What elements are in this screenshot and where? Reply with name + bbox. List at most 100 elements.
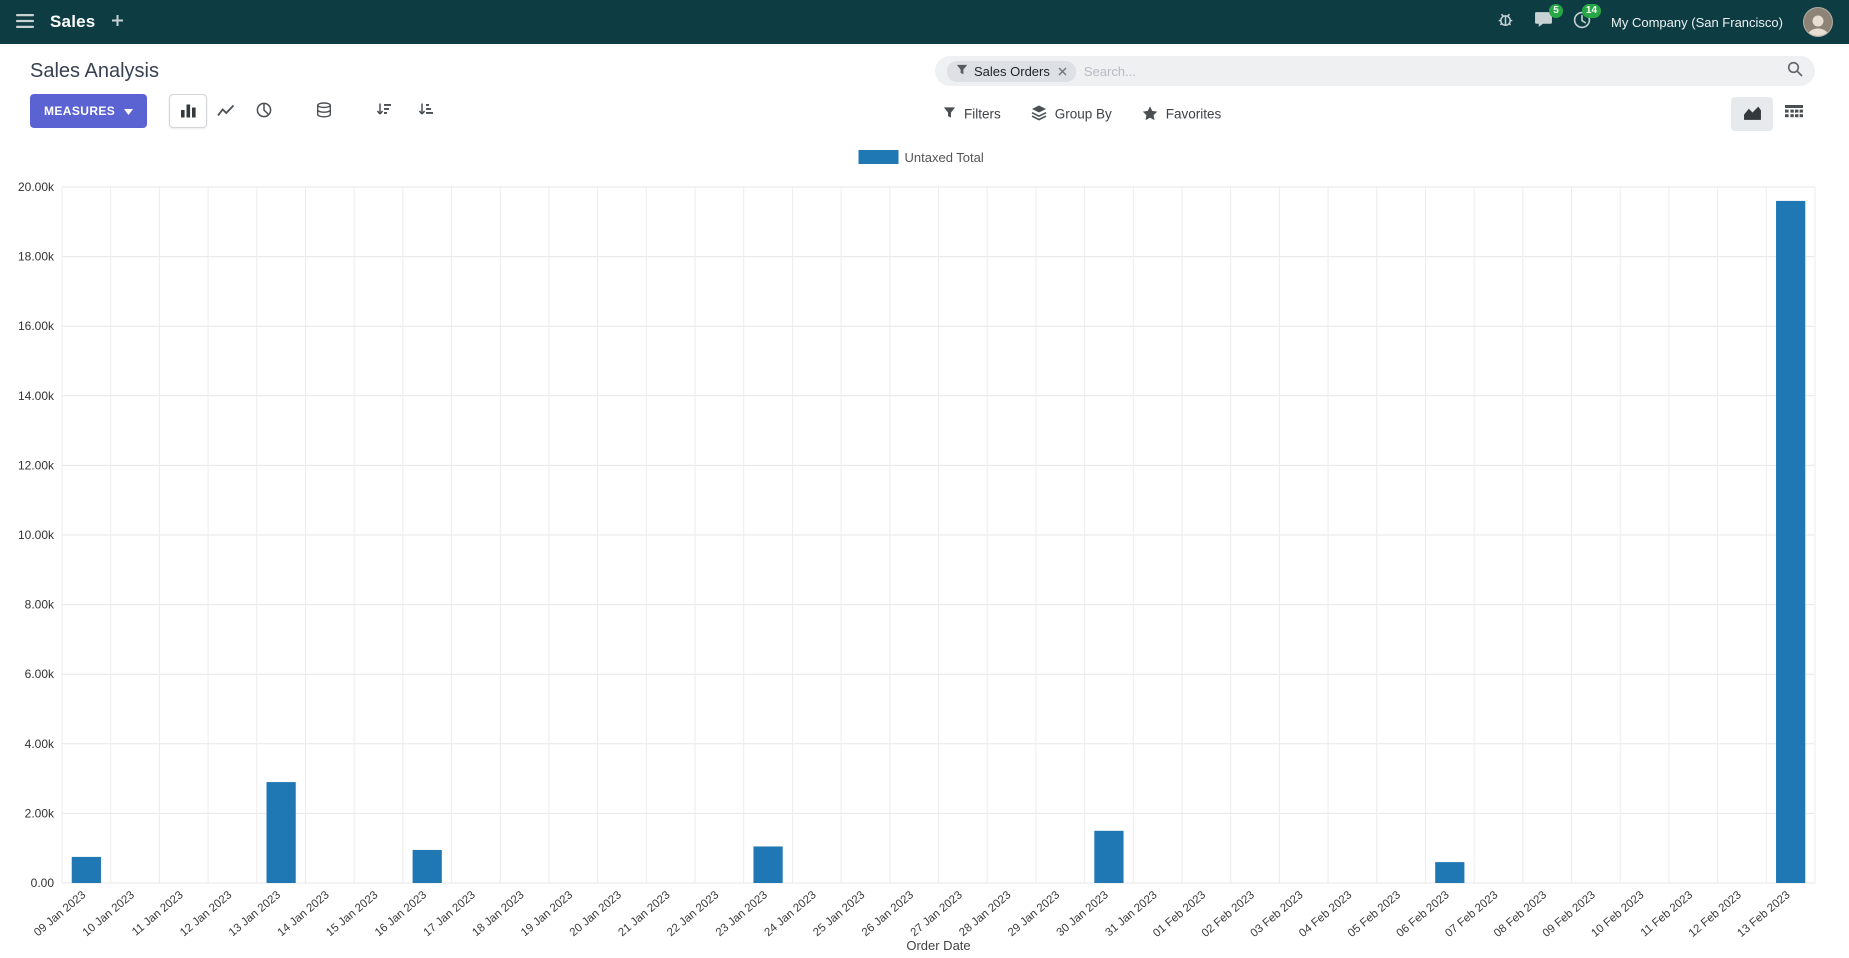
bar-chart-button[interactable]: [169, 94, 208, 128]
filters-funnel-icon: [943, 106, 956, 122]
svg-text:09 Feb 2023: 09 Feb 2023: [1541, 889, 1598, 940]
sort-amount-desc-icon: [376, 102, 392, 121]
svg-text:11 Jan 2023: 11 Jan 2023: [130, 889, 186, 938]
svg-text:12 Feb 2023: 12 Feb 2023: [1687, 889, 1744, 940]
svg-text:06 Feb 2023: 06 Feb 2023: [1395, 889, 1452, 940]
sort-amount-asc-icon: [418, 102, 434, 121]
control-panel-top: Sales Analysis Sales Orders: [0, 44, 1849, 90]
svg-text:14.00k: 14.00k: [18, 389, 55, 403]
svg-text:20 Jan 2023: 20 Jan 2023: [568, 889, 624, 939]
svg-text:02 Feb 2023: 02 Feb 2023: [1200, 889, 1257, 940]
svg-text:16.00k: 16.00k: [18, 319, 55, 333]
svg-text:19 Jan 2023: 19 Jan 2023: [519, 889, 575, 939]
funnel-icon: [956, 64, 968, 79]
database-stack-icon: [316, 101, 332, 121]
favorites-button[interactable]: Favorites: [1142, 105, 1222, 123]
svg-text:6.00k: 6.00k: [25, 667, 55, 681]
svg-text:13 Feb 2023: 13 Feb 2023: [1735, 889, 1792, 940]
group-by-button[interactable]: Group By: [1031, 105, 1112, 124]
graph-view-button[interactable]: [1731, 97, 1773, 131]
svg-text:07 Feb 2023: 07 Feb 2023: [1443, 889, 1500, 940]
layers-icon: [1031, 105, 1047, 124]
svg-text:15 Jan 2023: 15 Jan 2023: [324, 889, 380, 939]
svg-text:16 Jan 2023: 16 Jan 2023: [373, 889, 429, 939]
chat-bubble-icon: [1534, 11, 1553, 33]
sort-descending-button[interactable]: [365, 94, 403, 128]
group-by-label: Group By: [1054, 106, 1112, 122]
facet-label: Sales Orders: [974, 63, 1050, 79]
debug-button[interactable]: [1497, 11, 1514, 33]
svg-text:29 Jan 2023: 29 Jan 2023: [1006, 889, 1062, 939]
svg-text:8.00k: 8.00k: [25, 598, 55, 612]
chart-area: 0.00 2.00k 4.00k 6.00k 8.00k 10.00k 12.00k 14.0…: [0, 138, 1849, 958]
area-chart-icon: [1743, 105, 1762, 124]
search-input[interactable]: [1083, 63, 1779, 79]
svg-text:0.00: 0.00: [31, 876, 55, 890]
svg-text:30 Jan 2023: 30 Jan 2023: [1055, 889, 1111, 939]
search-icon[interactable]: [1787, 61, 1803, 82]
systray: 5 14 My Company (San Francisco): [1497, 3, 1833, 37]
svg-text:18 Jan 2023: 18 Jan 2023: [470, 889, 526, 939]
svg-text:10 Jan 2023: 10 Jan 2023: [81, 889, 137, 939]
pivot-grid-icon: [1785, 105, 1803, 123]
svg-text:08 Feb 2023: 08 Feb 2023: [1492, 889, 1549, 940]
app-name[interactable]: Sales: [50, 12, 96, 31]
svg-text:05 Feb 2023: 05 Feb 2023: [1346, 889, 1403, 940]
svg-text:12.00k: 12.00k: [18, 458, 55, 472]
svg-text:03 Feb 2023: 03 Feb 2023: [1248, 889, 1305, 940]
sales-analysis-bar-chart[interactable]: 0.00 2.00k 4.00k 6.00k 8.00k 10.00k 12.00k 14.0…: [0, 138, 1849, 958]
svg-text:01 Feb 2023: 01 Feb 2023: [1151, 889, 1208, 940]
new-window-button[interactable]: [111, 14, 124, 30]
svg-text:24 Jan 2023: 24 Jan 2023: [762, 889, 818, 939]
svg-text:10.00k: 10.00k: [18, 528, 55, 542]
search-options: Filters Group By Favorites: [943, 105, 1221, 124]
svg-text:26 Jan 2023: 26 Jan 2023: [860, 889, 916, 939]
line-chart-button[interactable]: [207, 94, 245, 128]
chart-type-switcher: [169, 94, 283, 128]
svg-text:4.00k: 4.00k: [25, 737, 55, 751]
bar-chart-icon: [180, 102, 197, 121]
activities-badge: 14: [1581, 3, 1602, 18]
svg-text:22 Jan 2023: 22 Jan 2023: [665, 889, 721, 939]
svg-text:13 Jan 2023: 13 Jan 2023: [227, 889, 283, 939]
apps-menu-button[interactable]: [16, 13, 34, 31]
svg-text:09 Jan 2023: 09 Jan 2023: [32, 889, 88, 939]
svg-text:10 Feb 2023: 10 Feb 2023: [1589, 889, 1646, 940]
control-panel-bottom: MEASURES: [0, 90, 1849, 138]
svg-text:12 Jan 2023: 12 Jan 2023: [178, 889, 234, 939]
caret-down-icon: [124, 104, 134, 118]
svg-text:25 Jan 2023: 25 Jan 2023: [811, 889, 867, 939]
svg-text:2.00k: 2.00k: [25, 806, 55, 820]
search-bar[interactable]: Sales Orders: [935, 56, 1815, 86]
star-icon: [1142, 105, 1158, 123]
facet-remove-icon[interactable]: [1058, 67, 1067, 76]
svg-text:17 Jan 2023: 17 Jan 2023: [422, 889, 478, 939]
messages-badge: 5: [1549, 4, 1564, 18]
stacked-toggle-button[interactable]: [305, 94, 343, 128]
svg-text:04 Feb 2023: 04 Feb 2023: [1297, 889, 1354, 940]
company-switcher[interactable]: My Company (San Francisco): [1611, 14, 1783, 30]
svg-text:18.00k: 18.00k: [18, 250, 55, 264]
line-chart-icon: [217, 102, 235, 121]
pie-chart-icon: [256, 102, 272, 121]
svg-text:21 Jan 2023: 21 Jan 2023: [616, 889, 672, 939]
top-nav: Sales 5 14 My Company (San Francisco): [0, 0, 1849, 44]
hamburger-icon: [16, 13, 34, 31]
search-facet-sales-orders[interactable]: Sales Orders: [947, 60, 1076, 82]
pivot-view-button[interactable]: [1773, 97, 1815, 131]
messages-button[interactable]: 5: [1534, 4, 1564, 33]
favorites-label: Favorites: [1165, 106, 1222, 122]
pie-chart-button[interactable]: [245, 94, 283, 128]
sort-ascending-button[interactable]: [407, 94, 445, 128]
svg-text:27 Jan 2023: 27 Jan 2023: [909, 889, 965, 939]
svg-text:14 Jan 2023: 14 Jan 2023: [276, 889, 332, 939]
measures-label: MEASURES: [44, 104, 116, 118]
activities-button[interactable]: 14: [1573, 3, 1602, 34]
svg-text:Order Date: Order Date: [906, 938, 970, 953]
svg-text:Untaxed Total: Untaxed Total: [905, 150, 984, 165]
bug-icon: [1497, 11, 1514, 33]
avatar[interactable]: [1803, 7, 1833, 37]
measures-button[interactable]: MEASURES: [30, 94, 148, 128]
filters-label: Filters: [964, 106, 1001, 122]
filters-button[interactable]: Filters: [943, 106, 1001, 122]
